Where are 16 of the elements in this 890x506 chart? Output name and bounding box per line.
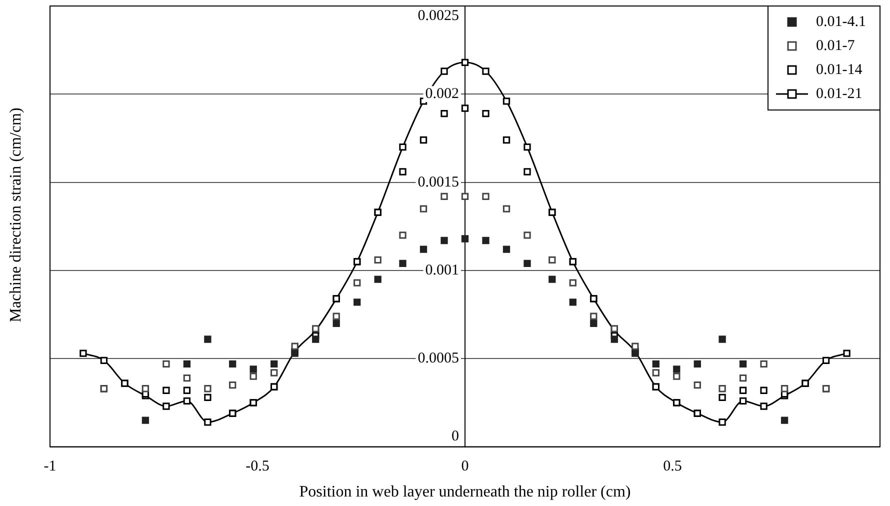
legend-label: 0.01-7 — [816, 38, 856, 54]
y-tick-label: 0.0015 — [418, 174, 459, 190]
y-tick-label: 0.0025 — [418, 8, 459, 24]
x-tick-label: -0.5 — [246, 458, 270, 475]
x-axis-title: Position in web layer underneath the nip roller (cm) — [299, 484, 631, 501]
x-tick-label: 0.5 — [663, 458, 682, 475]
legend-label: 0.01-4.1 — [816, 14, 866, 30]
y-tick-label: 0 — [452, 428, 459, 445]
y-axis-title: Machine direction strain (cm/cm) — [7, 108, 25, 322]
x-tick-label: 0 — [461, 458, 469, 475]
legend-label: 0.01-21 — [816, 86, 862, 102]
x-tick-label: -1 — [44, 458, 56, 475]
y-tick-label: 0.001 — [425, 262, 459, 278]
y-tick-label: 0.002 — [425, 86, 459, 102]
y-tick-label: 0.0005 — [418, 350, 459, 367]
legend-label: 0.01-14 — [816, 62, 863, 78]
